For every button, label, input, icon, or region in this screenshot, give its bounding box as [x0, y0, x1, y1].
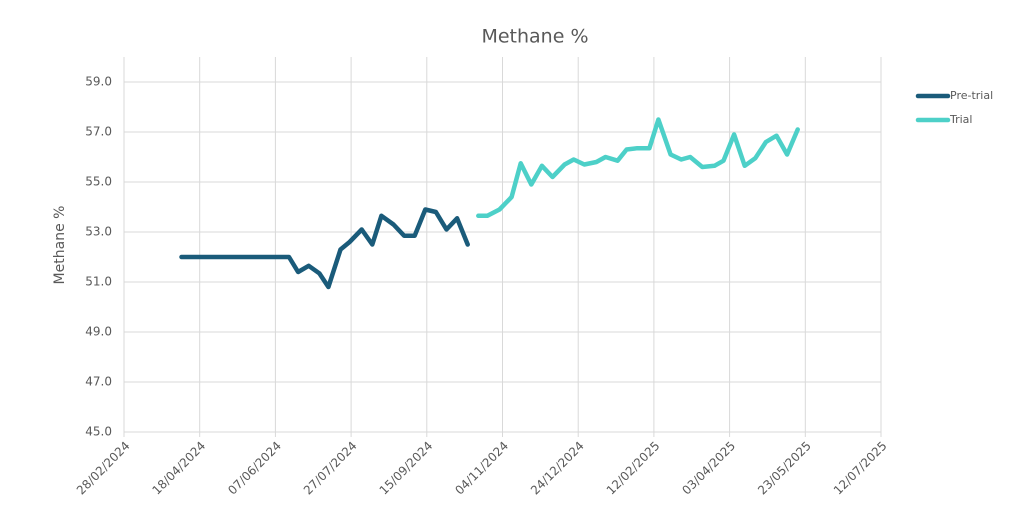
x-tick-label: 27/07/2024 — [301, 439, 360, 498]
y-tick-label: 57.0 — [85, 125, 112, 139]
x-tick-label: 12/07/2025 — [831, 439, 890, 498]
chart-title: Methane % — [481, 26, 588, 48]
x-tick-label: 18/04/2024 — [149, 439, 208, 498]
y-tick-label: 53.0 — [85, 225, 112, 239]
y-tick-label: 47.0 — [85, 375, 112, 389]
legend-label: Trial — [949, 113, 972, 126]
legend-label: Pre-trial — [950, 89, 993, 102]
x-tick-label: 04/11/2024 — [452, 439, 511, 498]
x-tick-label: 15/09/2024 — [377, 439, 436, 498]
x-tick-label: 28/02/2024 — [74, 439, 133, 498]
data-line — [476, 117, 800, 219]
x-tick-label: 24/12/2024 — [528, 439, 587, 498]
y-tick-label: 55.0 — [85, 175, 112, 189]
y-axis-label: Methane % — [52, 206, 68, 285]
y-tick-label: 45.0 — [85, 425, 112, 439]
y-tick-label: 49.0 — [85, 325, 112, 339]
x-tick-label: 12/02/2025 — [604, 439, 663, 498]
y-tick-label: 51.0 — [85, 275, 112, 289]
data-line — [179, 207, 470, 290]
y-tick-label: 59.0 — [85, 75, 112, 89]
x-tick-label: 07/06/2024 — [225, 439, 284, 498]
x-tick-label: 23/05/2025 — [755, 439, 814, 498]
x-tick-label: 03/04/2025 — [679, 439, 738, 498]
